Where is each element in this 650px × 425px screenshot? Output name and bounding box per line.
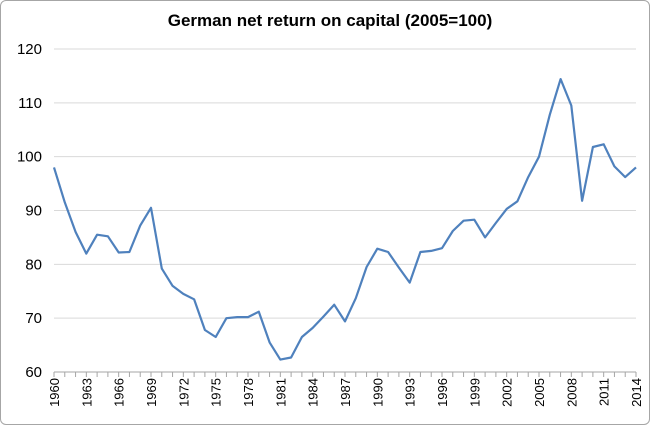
y-tick-label: 100 [17, 149, 42, 166]
x-tick-label: 2008 [564, 378, 579, 407]
x-tick-label: 1975 [209, 378, 224, 407]
x-axis-ticks: 1960 1963 1966 1969 1972 1975 1978 1981 1984 1987… [47, 378, 644, 407]
x-tick-label: 1999 [467, 378, 482, 407]
x-axis [53, 371, 637, 377]
y-tick-label: 110 [18, 95, 42, 112]
y-tick-label: 90 [25, 203, 42, 220]
chart-title: German net return on capital (2005=100) [168, 11, 493, 30]
x-tick-label: 2002 [500, 378, 515, 407]
x-tick-label: 1972 [176, 378, 191, 407]
x-tick-label: 1996 [435, 378, 450, 407]
x-tick-label: 2005 [532, 378, 547, 407]
x-tick-label: 2011 [597, 378, 612, 406]
series-layer [52, 77, 637, 361]
y-axis-ticks: 60 70 80 90 100 110 120 [17, 41, 42, 381]
x-tick-label: 1960 [47, 378, 62, 407]
y-tick-label: 120 [17, 41, 42, 58]
x-tick-label: 1987 [338, 378, 353, 407]
y-tick-label: 70 [25, 310, 42, 327]
x-tick-label: 1981 [273, 378, 288, 407]
y-tick-label: 60 [25, 364, 42, 381]
x-tick-label: 1963 [79, 378, 94, 407]
x-tick-label: 1984 [306, 378, 321, 407]
x-tick-label: 1969 [144, 378, 159, 407]
x-tick-label: 1966 [112, 378, 127, 407]
y-tick-label: 80 [25, 256, 42, 273]
x-tick-label: 2014 [629, 378, 644, 407]
x-tick-label: 1978 [241, 378, 256, 407]
gridlines [54, 48, 636, 319]
x-tick-label: 1993 [403, 378, 418, 407]
x-tick-label: 1990 [370, 378, 385, 407]
series-line [52, 77, 637, 361]
